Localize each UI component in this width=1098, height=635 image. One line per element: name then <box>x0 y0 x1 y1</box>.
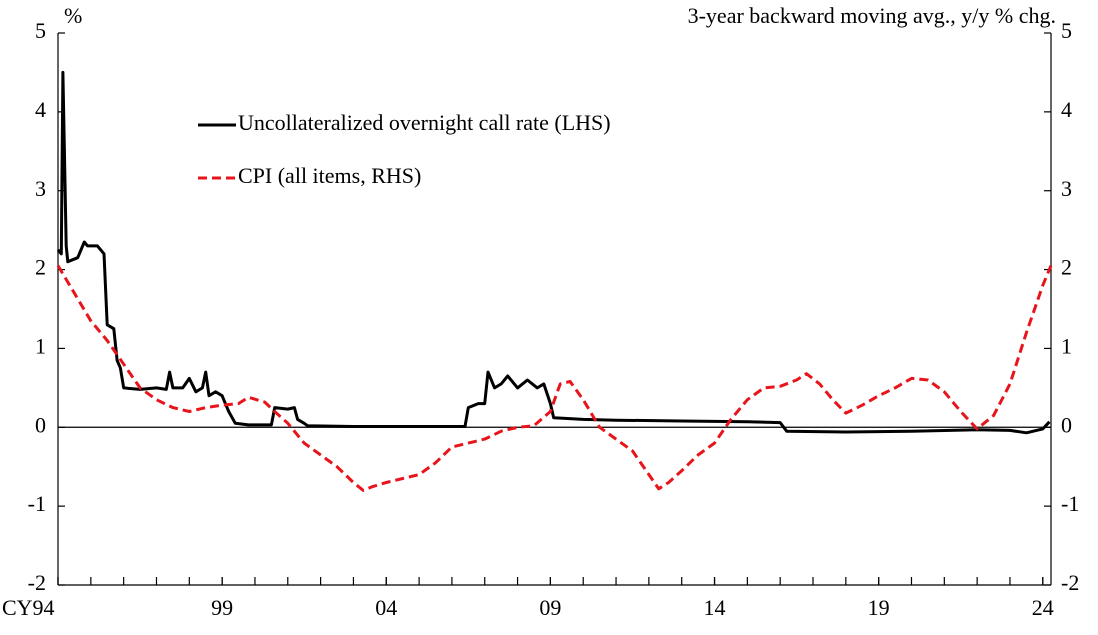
x-tick-label: 14 <box>704 595 726 620</box>
y-tick-label: -2 <box>28 570 46 595</box>
y-tick-label: 5 <box>35 18 46 43</box>
x-tick-label: CY94 <box>2 595 55 620</box>
y-tick-label: 1 <box>35 333 46 358</box>
y-tick-label: 4 <box>35 97 46 122</box>
y2-tick-label: 1 <box>1061 333 1072 358</box>
x-tick-label: 04 <box>375 595 397 620</box>
y2-tick-label: -2 <box>1061 570 1079 595</box>
y2-unit-label: 3-year backward moving avg., y/y % chg. <box>688 3 1056 28</box>
y2-tick-label: 2 <box>1061 255 1072 280</box>
x-tick-label: 19 <box>868 595 890 620</box>
y-tick-label: 0 <box>35 412 46 437</box>
x-tick-label: 24 <box>1032 595 1054 620</box>
y2-tick-label: 0 <box>1061 412 1072 437</box>
y2-tick-label: 5 <box>1061 18 1072 43</box>
y2-tick-label: -1 <box>1061 491 1079 516</box>
series-line <box>56 70 1051 435</box>
y-tick-label: 2 <box>35 255 46 280</box>
x-tick-label: 09 <box>539 595 561 620</box>
y2-tick-label: 3 <box>1061 176 1072 201</box>
legend-label: Uncollateralized overnight call rate (LH… <box>238 110 611 135</box>
y-tick-label: -1 <box>28 491 46 516</box>
series-line <box>56 264 1053 492</box>
x-tick-label: 99 <box>211 595 233 620</box>
y-tick-label: 3 <box>35 176 46 201</box>
y-unit-label: % <box>64 3 82 28</box>
y2-tick-label: 4 <box>1061 97 1072 122</box>
legend-label: CPI (all items, RHS) <box>238 163 421 188</box>
